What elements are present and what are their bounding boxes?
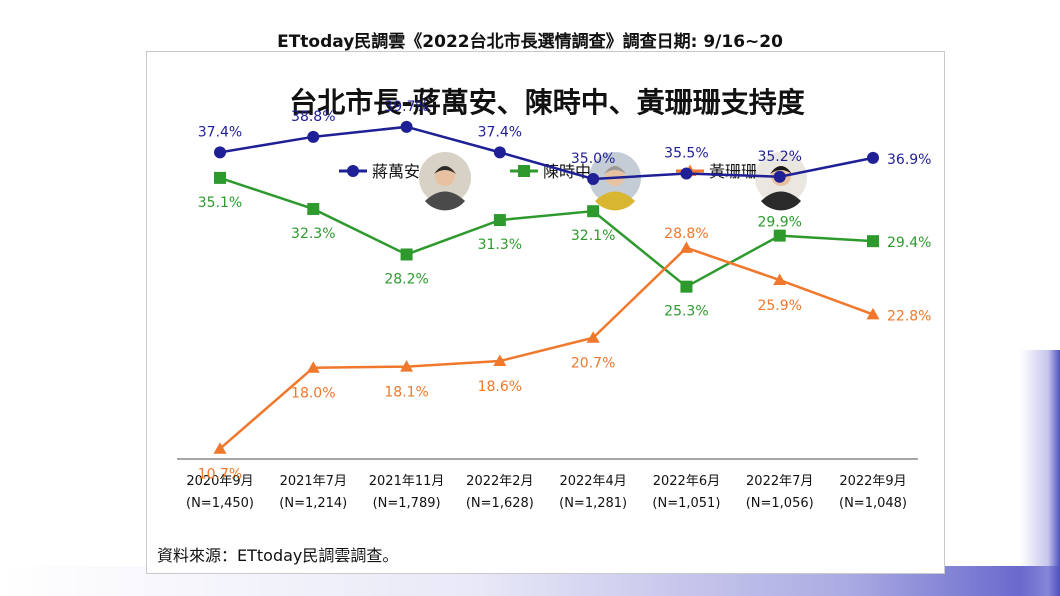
series-lines [219,125,874,450]
x-tick-sample-size: (N=1,281) [559,496,627,511]
data-label: 36.9% [887,152,931,168]
data-label: 35.2% [757,149,801,165]
series-line-1 [219,125,874,181]
avatar-hair [434,166,456,174]
data-label: 29.4% [887,235,931,251]
data-point-s2 [214,171,226,184]
legend-marker [518,165,530,177]
data-label: 38.8% [291,109,335,125]
data-label: 18.6% [478,379,522,395]
series-markers [213,120,880,454]
background-right-accent [1020,350,1060,596]
avatar-shoulders [425,191,465,211]
chart-frame: 台北市長-蔣萬安、陳時中、黃珊珊支持度 蔣萬安 陳時中 黃珊珊 2020年9月 (N=… [146,51,945,574]
data-point-s3 [866,307,880,320]
avatar-face [435,166,455,186]
data-point-s3 [400,360,414,372]
x-axis: 2020年9月 (N=1,450) 2021年7月 (N=1,214) 2021年11月… [177,458,918,511]
series-line-3 [219,246,874,450]
x-tick-label: 2020年9月 [186,474,253,489]
data-label: 28.8% [664,226,708,242]
avatar-face [605,166,625,186]
data-point-s2 [587,205,600,218]
data-point-s1 [867,151,879,164]
data-point-s2 [400,248,413,261]
source-note: 資料來源：ETtoday民調雲調查。 [157,546,398,565]
data-point-s1 [493,146,506,159]
data-point-s3 [773,273,787,286]
data-point-s3 [679,241,693,253]
legend-label: 蔣萬安 [372,162,420,181]
x-tick-label: 2022年2月 [466,474,533,489]
avatar-shoulders [761,191,801,211]
x-tick-sample-size: (N=1,789) [373,496,441,511]
data-point-s2 [867,235,879,248]
data-label: 18.0% [291,386,335,402]
legend-label: 黃珊珊 [709,162,757,181]
data-labels: 37.4% 38.8% 39.7% 37.4% 35.0% 35.5% 35.2% 36.9%… [198,99,932,483]
x-tick-label: 2021年11月 [369,474,445,489]
data-point-s1 [307,130,320,143]
chart-title: 台北市長-蔣萬安、陳時中、黃珊珊支持度 [289,86,805,119]
avatar-hair [604,166,626,174]
data-label: 35.5% [664,145,708,161]
x-tick-sample-size: (N=1,048) [839,496,907,511]
data-label: 35.1% [198,195,242,211]
series-line-2 [219,176,874,289]
data-label: 29.9% [757,215,801,231]
data-point-s3 [213,442,227,454]
x-tick-sample-size: (N=1,051) [652,496,720,511]
avatar-hair [770,166,792,174]
data-label: 25.9% [757,298,801,314]
data-label: 37.4% [198,124,242,140]
x-tick-sample-size: (N=1,214) [279,496,347,511]
data-label: 10.7% [198,467,242,483]
x-tick-label: 2021年7月 [280,474,347,489]
x-tick-label: 2022年7月 [746,474,813,489]
x-tick-sample-size: (N=1,628) [466,496,534,511]
data-point-s2 [680,280,693,293]
data-point-s2 [307,202,320,215]
x-tick-label: 2022年9月 [839,474,906,489]
data-point-s1 [773,170,786,183]
avatar-photo [419,152,471,211]
data-label: 28.2% [384,271,428,287]
line-chart: 台北市長-蔣萬安、陳時中、黃珊珊支持度 蔣萬安 陳時中 黃珊珊 2020年9月(N=… [157,86,932,565]
survey-caption: ETtoday民調雲《2022台北市長選情調查》調查日期: 9/16~20 [277,32,783,52]
legend-marker [347,165,359,177]
data-point-s3 [306,361,320,373]
data-label: 20.7% [571,356,615,372]
data-point-s2 [773,229,786,242]
avatar-shoulders [595,191,635,211]
data-label: 37.4% [478,124,522,140]
data-point-s1 [587,173,600,185]
data-point-s1 [400,120,413,133]
data-point-s3 [586,331,600,343]
data-point-s3 [493,354,507,367]
data-label: 22.8% [887,308,931,324]
data-point-s2 [493,214,506,227]
data-label: 32.1% [571,228,615,244]
x-tick-sample-size: (N=1,056) [746,496,814,511]
data-label: 35.0% [571,151,615,167]
data-point-s1 [214,146,226,159]
x-tick-label: 2022年4月 [559,474,626,489]
data-label: 39.7% [384,99,428,115]
data-label: 25.3% [664,304,708,320]
data-label: 31.3% [478,237,522,253]
data-label: 18.1% [384,385,428,401]
x-tick-sample-size: (N=1,450) [186,496,254,511]
data-label: 32.3% [291,226,335,242]
x-tick-label: 2022年6月 [653,474,720,489]
data-point-s1 [680,167,693,180]
